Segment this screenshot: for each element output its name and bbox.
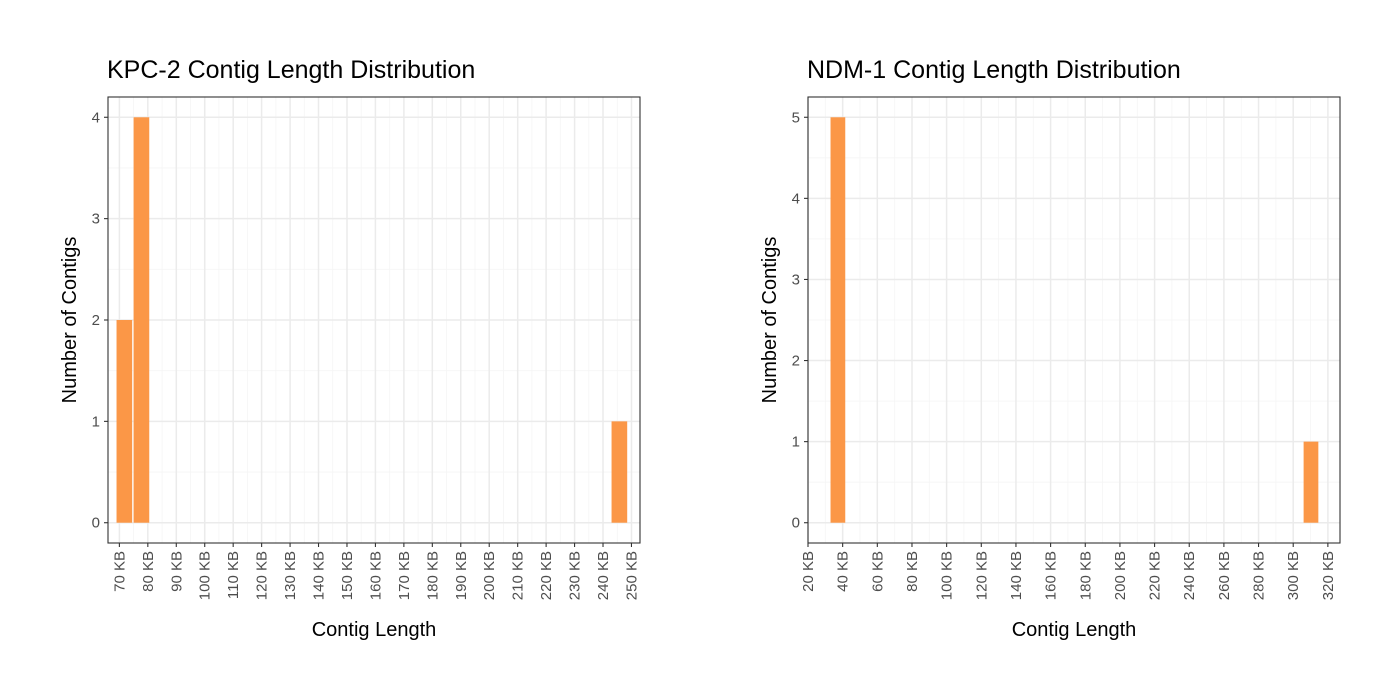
x-tick-label: 260 KB: [1216, 551, 1233, 600]
chart-title: KPC-2 Contig Length Distribution: [107, 56, 475, 84]
y-axis-label: Number of Contigs: [59, 237, 81, 404]
x-tick-label: 80 KB: [904, 551, 921, 592]
x-axis-label: Contig Length: [1012, 619, 1137, 641]
y-tick-label: 4: [92, 109, 100, 126]
x-tick-label: 140 KB: [1008, 551, 1025, 600]
y-tick-label: 1: [792, 434, 800, 451]
bar-1: [1303, 441, 1319, 523]
bar-0: [116, 320, 133, 523]
x-tick-label: 130 KB: [282, 551, 299, 600]
x-tick-label: 40 KB: [835, 551, 852, 592]
y-tick-label: 0: [792, 515, 800, 532]
x-tick-label: 100 KB: [939, 551, 956, 600]
x-tick-label: 220 KB: [538, 551, 555, 600]
x-tick-label: 280 KB: [1251, 551, 1268, 600]
x-tick-label: 200 KB: [1112, 551, 1129, 600]
plot-panel: [107, 96, 641, 544]
bar-2: [611, 421, 628, 523]
y-tick-label: 2: [792, 353, 800, 370]
ndm-1-chart: NDM-1 Contig Length Distribution Contig …: [759, 56, 1341, 641]
x-tick-label: 190 KB: [453, 551, 470, 600]
plot-panel: [807, 96, 1341, 544]
bar-0: [830, 117, 846, 523]
x-tick-label: 80 KB: [140, 551, 157, 592]
x-tick-label: 140 KB: [311, 551, 328, 600]
x-tick-label: 20 KB: [800, 551, 817, 592]
x-tick-label: 180 KB: [424, 551, 441, 600]
x-tick-label: 60 KB: [869, 551, 886, 592]
y-axis-label: Number of Contigs: [759, 237, 781, 404]
x-tick-label: 250 KB: [623, 551, 640, 600]
x-tick-label: 150 KB: [339, 551, 356, 600]
x-tick-label: 230 KB: [567, 551, 584, 600]
y-tick-label: 2: [92, 312, 100, 329]
x-tick-label: 160 KB: [367, 551, 384, 600]
x-tick-label: 110 KB: [225, 551, 242, 599]
y-tick-label: 3: [92, 211, 100, 228]
x-tick-label: 160 KB: [1043, 551, 1060, 600]
x-tick-label: 120 KB: [254, 551, 271, 600]
panel-border: [807, 96, 1341, 544]
x-tick-label: 120 KB: [973, 551, 990, 600]
x-axis-label: Contig Length: [312, 619, 437, 641]
y-tick-label: 5: [792, 109, 800, 126]
kpc-2-chart: KPC-2 Contig Length Distribution Contig …: [59, 56, 641, 641]
x-tick-label: 90 KB: [168, 551, 185, 592]
x-tick-label: 240 KB: [1181, 551, 1198, 600]
bar-1: [133, 117, 150, 523]
y-tick-label: 1: [92, 413, 100, 430]
x-tick-label: 100 KB: [197, 551, 214, 600]
x-tick-label: 320 KB: [1320, 551, 1337, 600]
x-tick-label: 210 KB: [510, 551, 527, 600]
x-tick-label: 240 KB: [595, 551, 612, 600]
y-tick-label: 3: [792, 271, 800, 288]
x-tick-label: 300 KB: [1285, 551, 1302, 600]
x-tick-label: 200 KB: [481, 551, 498, 600]
x-tick-label: 170 KB: [396, 551, 413, 600]
y-tick-label: 4: [792, 190, 800, 207]
y-tick-label: 0: [92, 515, 100, 532]
x-tick-label: 220 KB: [1147, 551, 1164, 600]
x-tick-label: 70 KB: [111, 551, 128, 592]
x-tick-label: 180 KB: [1077, 551, 1094, 600]
chart-title: NDM-1 Contig Length Distribution: [807, 56, 1181, 84]
